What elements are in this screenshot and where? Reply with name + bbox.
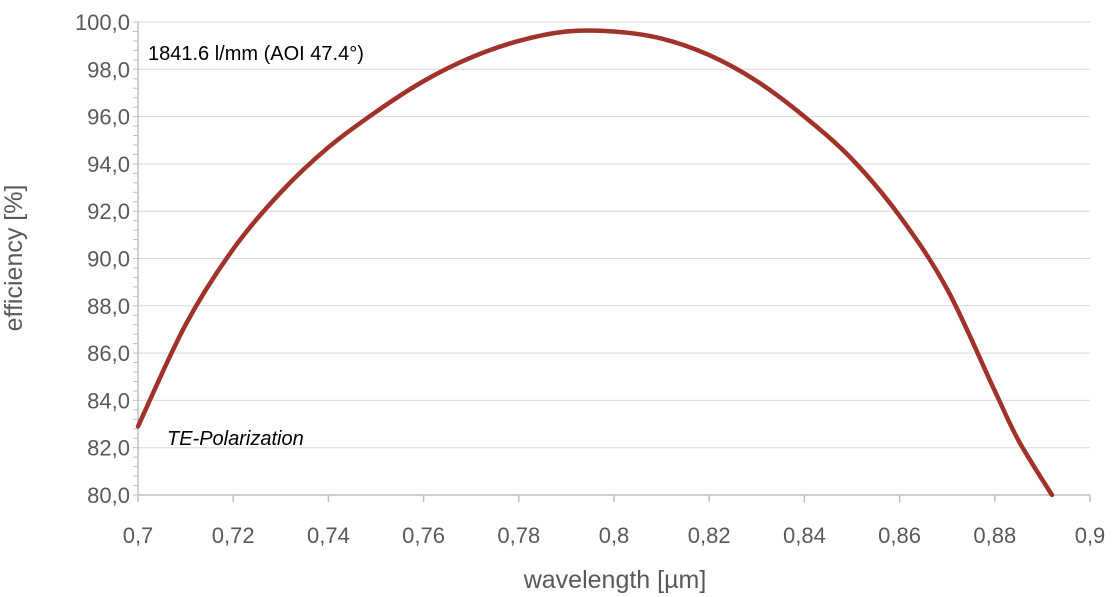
y-tick-label-10: 100,0: [75, 10, 130, 35]
grating-annotation: 1841.6 l/mm (AOI 47.4°): [148, 43, 364, 65]
x-tick-label-6: 0,82: [688, 523, 731, 548]
gridlines: [138, 21, 1090, 449]
y-tick-label-1: 82,0: [87, 436, 130, 461]
y-tick-label-7: 94,0: [87, 152, 130, 177]
axes: [133, 21, 1091, 502]
y-tick-label-6: 92,0: [87, 199, 130, 224]
y-tick-label-3: 86,0: [87, 341, 130, 366]
y-tick-label-5: 90,0: [87, 247, 130, 272]
polarization-annotation: TE-Polarization: [167, 428, 304, 450]
y-tick-label-9: 98,0: [87, 57, 130, 82]
y-axis-title: efficiency [%]: [0, 185, 28, 332]
efficiency-series-line: [135, 28, 1055, 498]
x-tick-label-9: 0,88: [973, 523, 1016, 548]
x-tick-label-10: 0,9: [1075, 523, 1106, 548]
x-tick-label-7: 0,84: [783, 523, 826, 548]
x-tick-label-4: 0,78: [497, 523, 540, 548]
series-layer: [135, 28, 1055, 498]
y-tick-label-4: 88,0: [87, 294, 130, 319]
y-tick-label-0: 80,0: [87, 483, 130, 508]
y-tick-label-2: 84,0: [87, 388, 130, 413]
x-tick-label-3: 0,76: [402, 523, 445, 548]
tick-labels: 80,0 82,0 84,0 86,0 88,0 90,0 92,0 94,0 96,0 98,0…: [75, 10, 1105, 548]
x-tick-label-5: 0,8: [599, 523, 630, 548]
y-tick-label-8: 96,0: [87, 105, 130, 130]
x-tick-label-1: 0,72: [212, 523, 255, 548]
x-tick-label-2: 0,74: [307, 523, 350, 548]
x-axis-title: wavelength [µm]: [523, 566, 707, 594]
x-tick-label-8: 0,86: [878, 523, 921, 548]
x-tick-label-0: 0,7: [123, 523, 154, 548]
